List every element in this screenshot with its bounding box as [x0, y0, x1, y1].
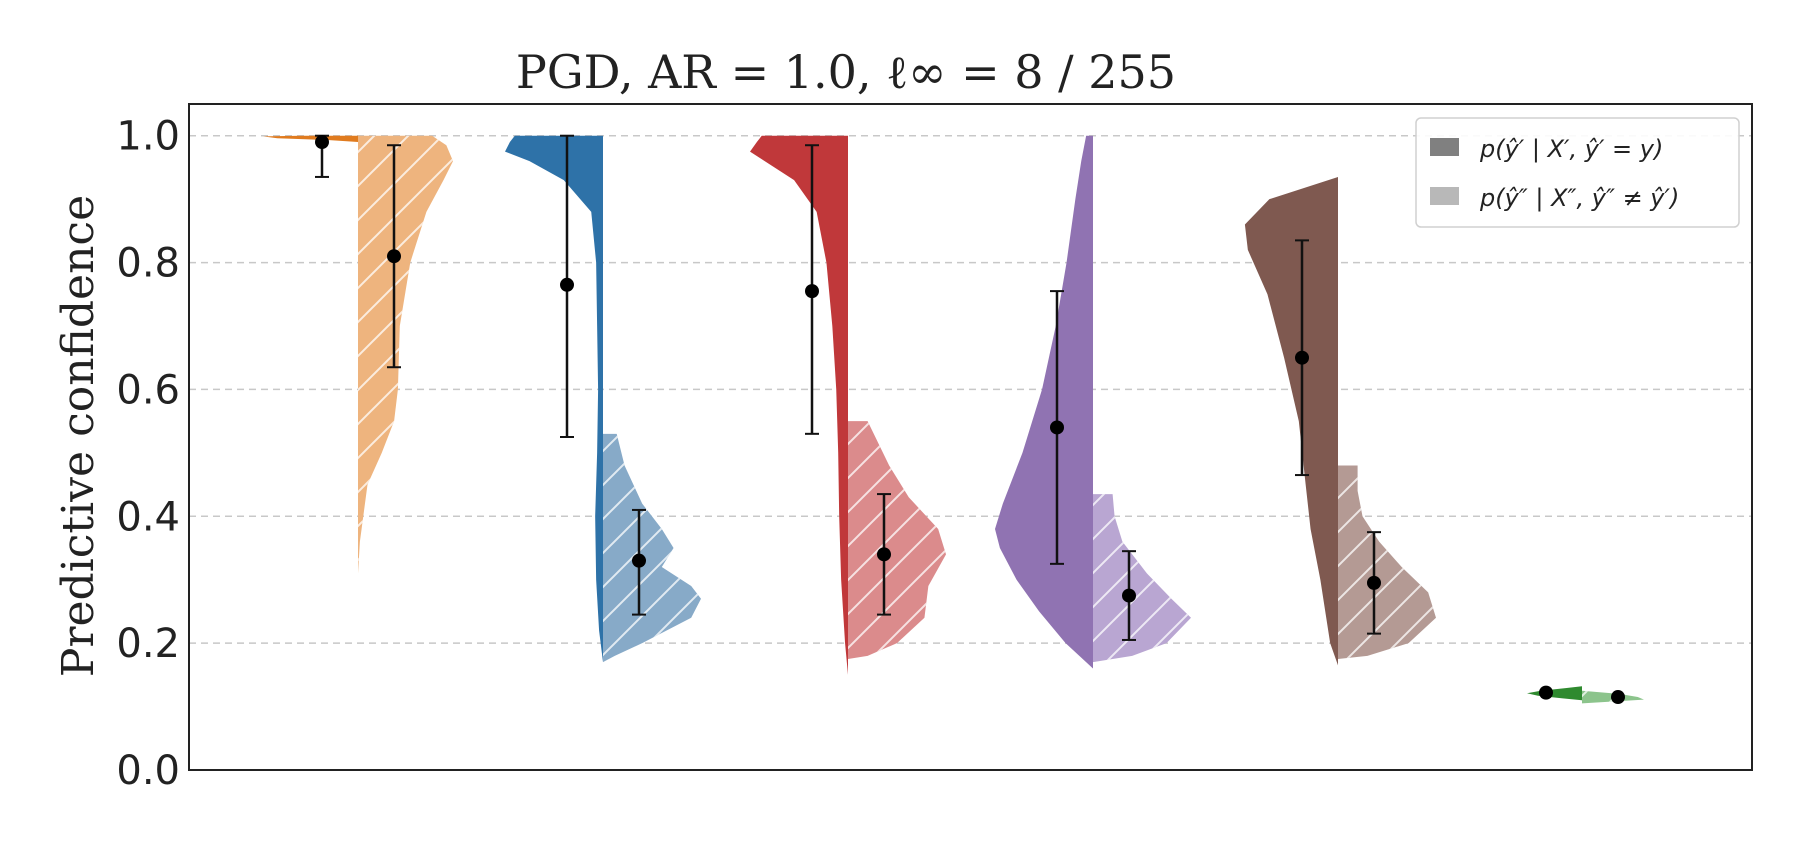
mean-marker: [805, 284, 819, 299]
y-tick-label: 0.2: [116, 621, 180, 667]
violin-left-half: [1244, 176, 1338, 666]
legend: p(ŷ′ | X′, ŷ′ = y) p(ŷ″ | X″, ŷ″ ≠ ŷ′): [1415, 117, 1740, 228]
mean-marker: [632, 553, 646, 568]
y-tick-label: 0.0: [116, 748, 180, 794]
y-axis-label: Predictive confidence: [53, 195, 104, 677]
violin-hatch: [1338, 465, 1436, 659]
violin-hatch: [848, 421, 946, 659]
mean-marker: [1122, 588, 1136, 603]
mean-marker: [387, 249, 401, 264]
mean-marker: [1539, 685, 1553, 700]
violin-group: [263, 135, 1644, 704]
mean-marker: [1611, 690, 1625, 705]
legend-swatch: [1430, 187, 1459, 205]
mean-marker: [1367, 575, 1381, 590]
legend-label: p(ŷ′ | X′, ŷ′ = y): [1479, 135, 1663, 163]
y-tick-label: 1.0: [116, 114, 180, 160]
y-axis-ticks: 0.0 0.2 0.4 0.6 0.8 1.0: [116, 114, 180, 794]
violin-left-half: [505, 135, 603, 663]
violin-hatch: [358, 135, 453, 574]
mean-marker: [877, 547, 891, 562]
y-tick-label: 0.8: [116, 241, 180, 287]
y-tick-label: 0.6: [116, 367, 180, 413]
mean-marker: [560, 277, 574, 292]
plot-frame: [188, 103, 1753, 771]
violin-left-half: [995, 135, 1093, 669]
mean-marker: [315, 135, 329, 150]
mean-marker: [1050, 420, 1064, 435]
violin-left-half: [1527, 686, 1582, 701]
error-bars: [315, 134, 1625, 705]
violin-left-half: [750, 135, 848, 675]
legend-swatch: [1430, 138, 1459, 156]
chart-title: PGD, AR = 1.0, ℓ∞ = 8 / 255: [516, 45, 1176, 99]
violin-hatch: [1093, 494, 1191, 663]
legend-box: [1415, 117, 1740, 228]
violin-hatch: [603, 433, 701, 663]
mean-marker: [1295, 350, 1309, 365]
legend-label: p(ŷ″ | X″, ŷ″ ≠ ŷ′): [1479, 184, 1679, 212]
violin-left-half: [263, 135, 358, 143]
y-tick-label: 0.4: [116, 494, 180, 540]
